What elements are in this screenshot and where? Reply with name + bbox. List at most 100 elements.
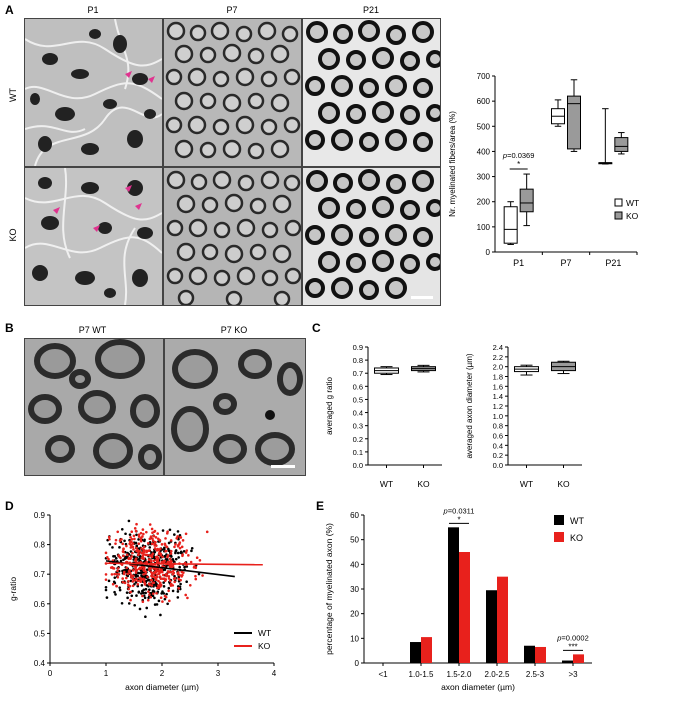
panel-d-point [167, 541, 171, 545]
panel-d-point [163, 594, 167, 598]
micrograph-p7-wt [163, 18, 302, 167]
panel-d-point [145, 606, 149, 610]
panel-d-point [114, 538, 118, 542]
panel-d-point [111, 546, 114, 549]
panel-d-point [118, 555, 122, 559]
micrograph-p1-wt [24, 18, 163, 167]
panel-d-point [186, 596, 189, 600]
panel-c-diameter-y-tick-label: 1.4 [493, 392, 503, 401]
panel-d-point [178, 565, 181, 569]
panel-d-point [149, 559, 153, 563]
panel-d-point [126, 583, 130, 586]
panel-d-point [140, 592, 143, 595]
panel-d-point [127, 556, 131, 560]
panel-d-point [190, 546, 194, 550]
panel-e-x-tick-label: >3 [568, 670, 578, 679]
panel-d-point [145, 560, 148, 564]
panel-d-point [131, 574, 135, 578]
panel-d-point [121, 577, 124, 580]
panel-a-y-tick-label: 400 [477, 147, 491, 156]
panel-d-point [107, 535, 111, 539]
panel-d-point [178, 573, 181, 577]
panel-c-diameter-x-tick-label: WT [520, 479, 533, 489]
panel-d-point [163, 577, 166, 581]
panel-d-point [182, 571, 185, 574]
panel-d-point [169, 570, 173, 574]
col-label-p1: P1 [87, 5, 99, 15]
panel-d-point [169, 582, 173, 586]
panel-d-point [159, 613, 162, 617]
panel-d-point [151, 581, 154, 585]
panel-e-bar-ko [421, 637, 432, 663]
panel-d-point [155, 603, 159, 606]
panel-d-point [148, 583, 151, 587]
panel-d-point [144, 587, 148, 591]
panel-d-point [120, 601, 124, 605]
micrograph-b-wt-image [25, 339, 163, 475]
micrograph-b-ko [164, 338, 306, 476]
panel-d-point [135, 577, 138, 581]
panel-d-point [148, 568, 151, 572]
panel-d-point [172, 559, 175, 563]
micrograph-p21-ko-image [303, 168, 440, 305]
panel-d-point [174, 557, 178, 561]
panel-e-bar-wt [486, 590, 497, 663]
panel-d-point [130, 544, 133, 547]
panel-d-point [148, 554, 152, 557]
panel-d-point [134, 571, 138, 574]
panel-d-point [145, 568, 149, 571]
panel-d-point [164, 537, 167, 540]
panel-d-point [164, 549, 168, 553]
panel-d-point [160, 543, 164, 546]
panel-d-point [197, 572, 201, 576]
panel-d-point [121, 542, 124, 546]
panel-d-point [137, 538, 140, 541]
panel-d-point [139, 538, 143, 541]
panel-d-point [127, 587, 131, 591]
panel-d-point [143, 581, 146, 585]
panel-d-point [137, 533, 141, 536]
panel-d-ylabel: g-ratio [8, 577, 18, 601]
panel-d-point [150, 578, 154, 582]
panel-e-y-tick-label: 60 [350, 511, 359, 520]
panel-d-point [146, 598, 150, 602]
panel-d-point [167, 586, 171, 590]
panel-d-point [126, 596, 129, 600]
panel-d-point [141, 554, 145, 558]
panel-d-point [118, 546, 121, 549]
panel-d-point [155, 573, 159, 576]
panel-d-point [168, 599, 171, 603]
panel-d-point [161, 555, 164, 559]
micrograph-p7-ko-image [164, 168, 301, 305]
micrograph-p21-wt-image [303, 19, 440, 166]
micrograph-p1-ko [24, 167, 163, 306]
panel-d-point [131, 580, 135, 583]
panel-d-point [174, 551, 177, 555]
panel-d-point [109, 566, 113, 569]
micrograph-b-ko-image [165, 339, 305, 475]
panel-d-point [165, 592, 168, 596]
panel-e-bar-ko [573, 654, 584, 663]
panel-e-bar-wt [448, 527, 459, 663]
panel-d-point [161, 573, 165, 577]
panel-a-ko-box [614, 137, 629, 152]
panel-d-point [176, 530, 180, 533]
panel-d-point [140, 577, 143, 581]
panel-d-point [121, 580, 125, 584]
panel-d-point [152, 559, 156, 563]
panel-d-point [194, 574, 197, 578]
panel-d-point [171, 564, 175, 568]
panel-d-point [147, 596, 150, 600]
panel-d-point [127, 580, 130, 583]
panel-d-point [179, 582, 182, 586]
panel-d-point [176, 571, 180, 574]
panel-d-point [127, 569, 131, 573]
panel-d-point [137, 553, 140, 556]
panel-d-point [177, 556, 180, 559]
panel-d-point [138, 555, 142, 558]
panel-d-point [125, 576, 128, 580]
panel-e-bar-wt [562, 660, 573, 663]
panel-d-point [163, 554, 166, 558]
panel-d-point [144, 615, 147, 619]
panel-d-point [153, 529, 157, 533]
